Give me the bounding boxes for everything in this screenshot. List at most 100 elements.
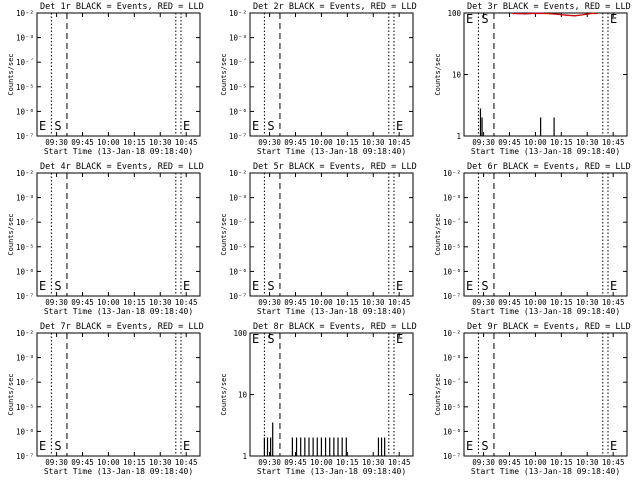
x-axis-label: Start Time (13-Jan-18 09:18:40)	[257, 147, 406, 156]
y-tick-label: 10⁻⁷	[16, 292, 34, 301]
y-axis-label: Counts/sec	[7, 213, 15, 255]
y-tick-label: 10⁻²	[16, 169, 34, 178]
x-tick-label: 10:45	[388, 298, 411, 307]
x-tick-label: 09:30	[258, 138, 281, 147]
marker-label-e: E	[252, 119, 259, 133]
y-tick-label: 10⁻⁶	[16, 107, 34, 116]
panel-title: Det 8r BLACK = Events, RED = LLD	[253, 322, 417, 332]
y-tick-label: 10⁻²	[229, 169, 247, 178]
y-tick-label: 10⁻⁶	[16, 427, 34, 436]
y-tick-label: 10	[452, 71, 462, 80]
x-tick-label: 10:15	[123, 298, 146, 307]
x-tick-label: 10:15	[336, 458, 359, 467]
y-tick-label: 10⁻´	[443, 378, 461, 387]
x-tick-label: 10:45	[602, 458, 625, 467]
x-tick-label: 09:30	[472, 298, 495, 307]
x-tick-label: 10:30	[149, 458, 172, 467]
det-panel-8: Det 8r BLACK = Events, RED = LLD Counts/s…	[220, 322, 417, 476]
marker-label-s: S	[481, 279, 488, 293]
x-tick-label: 10:30	[362, 458, 385, 467]
x-axis-label: Start Time (13-Jan-18 09:18:40)	[44, 467, 193, 476]
y-axis-label: Counts/sec	[434, 373, 442, 415]
y-axis-label: Counts/sec	[7, 53, 15, 95]
panel-title: Det 9r BLACK = Events, RED = LLD	[467, 322, 631, 332]
y-tick-label: 10⁻´	[229, 58, 247, 67]
marker-label-e: E	[39, 279, 46, 293]
x-tick-label: 10:15	[123, 458, 146, 467]
y-tick-label: 100	[233, 329, 247, 338]
x-axis-label: Start Time (13-Jan-18 09:18:40)	[44, 147, 193, 156]
marker-label-s: S	[481, 12, 488, 26]
x-tick-label: 10:00	[310, 298, 333, 307]
marker-label-s: S	[267, 332, 274, 346]
x-tick-label: 10:30	[362, 138, 385, 147]
marker-label-s: S	[54, 119, 61, 133]
marker-label-e: E	[466, 12, 473, 26]
marker-label-e: E	[39, 119, 46, 133]
y-tick-label: 10⁻´	[443, 218, 461, 227]
marker-label-e: E	[610, 12, 617, 26]
x-tick-label: 09:45	[498, 298, 521, 307]
marker-label-e: E	[396, 332, 403, 346]
plot-frame	[36, 332, 201, 457]
y-tick-label: 10⁻⁵	[16, 83, 34, 92]
y-tick-label: 10⁻´	[16, 218, 34, 227]
x-tick-label: 09:30	[45, 138, 68, 147]
x-tick-label: 10:00	[97, 138, 120, 147]
y-tick-label: 10⁻³	[16, 194, 34, 203]
plot-frame	[463, 332, 628, 457]
x-tick-label: 10:45	[175, 138, 198, 147]
y-axis-label: Counts/sec	[434, 213, 442, 255]
y-tick-label: 10⁻²	[443, 169, 461, 178]
y-tick-label: 10⁻³	[229, 194, 247, 203]
y-axis-label: Counts/sec	[220, 373, 228, 415]
y-tick-label: 10⁻⁶	[229, 267, 247, 276]
panel-title: Det 3r BLACK = Events, RED = LLD	[467, 2, 631, 12]
x-tick-label: 10:45	[602, 298, 625, 307]
x-tick-label: 10:15	[550, 298, 573, 307]
marker-label-e: E	[396, 119, 403, 133]
x-tick-label: 09:45	[498, 138, 521, 147]
det-panel-7: Det 7r BLACK = Events, RED = LLD Counts/s…	[7, 322, 204, 476]
marker-label-s: S	[267, 279, 274, 293]
y-tick-label: 10⁻²	[16, 9, 34, 18]
y-tick-label: 10⁻⁷	[229, 292, 247, 301]
lld-trace	[512, 12, 598, 17]
x-tick-label: 10:30	[149, 138, 172, 147]
x-tick-label: 09:45	[71, 138, 94, 147]
x-tick-label: 10:00	[524, 458, 547, 467]
x-tick-label: 10:30	[362, 298, 385, 307]
y-tick-label: 10⁻⁶	[16, 267, 34, 276]
y-tick-label: 10⁻³	[16, 354, 34, 363]
x-tick-label: 10:15	[123, 138, 146, 147]
plot-frame	[249, 172, 414, 297]
x-tick-label: 10:45	[175, 298, 198, 307]
marker-label-e: E	[252, 279, 259, 293]
y-tick-label: 10⁻⁷	[16, 132, 34, 141]
x-tick-label: 10:15	[336, 138, 359, 147]
x-tick-label: 10:00	[310, 138, 333, 147]
y-tick-label: 10⁻²	[229, 9, 247, 18]
marker-label-e: E	[610, 439, 617, 453]
marker-label-e: E	[39, 439, 46, 453]
y-tick-label: 100	[447, 9, 461, 18]
y-axis-label: Counts/sec	[220, 53, 228, 95]
x-tick-label: 09:30	[45, 298, 68, 307]
x-tick-label: 09:30	[472, 458, 495, 467]
y-tick-label: 10⁻⁵	[443, 243, 461, 252]
x-tick-label: 09:30	[258, 298, 281, 307]
marker-label-e: E	[183, 119, 190, 133]
x-axis-label: Start Time (13-Jan-18 09:18:40)	[471, 147, 620, 156]
y-tick-label: 10⁻⁵	[443, 403, 461, 412]
panel-title: Det 2r BLACK = Events, RED = LLD	[253, 2, 417, 12]
y-axis-label: Counts/sec	[434, 53, 442, 95]
plot-frame	[36, 172, 201, 297]
marker-label-s: S	[54, 279, 61, 293]
y-tick-label: 10⁻⁶	[229, 107, 247, 116]
y-tick-label: 10⁻³	[443, 194, 461, 203]
y-tick-label: 10⁻´	[16, 378, 34, 387]
plot-frame	[249, 12, 414, 137]
y-tick-label: 1	[242, 452, 247, 461]
x-tick-label: 10:15	[336, 298, 359, 307]
